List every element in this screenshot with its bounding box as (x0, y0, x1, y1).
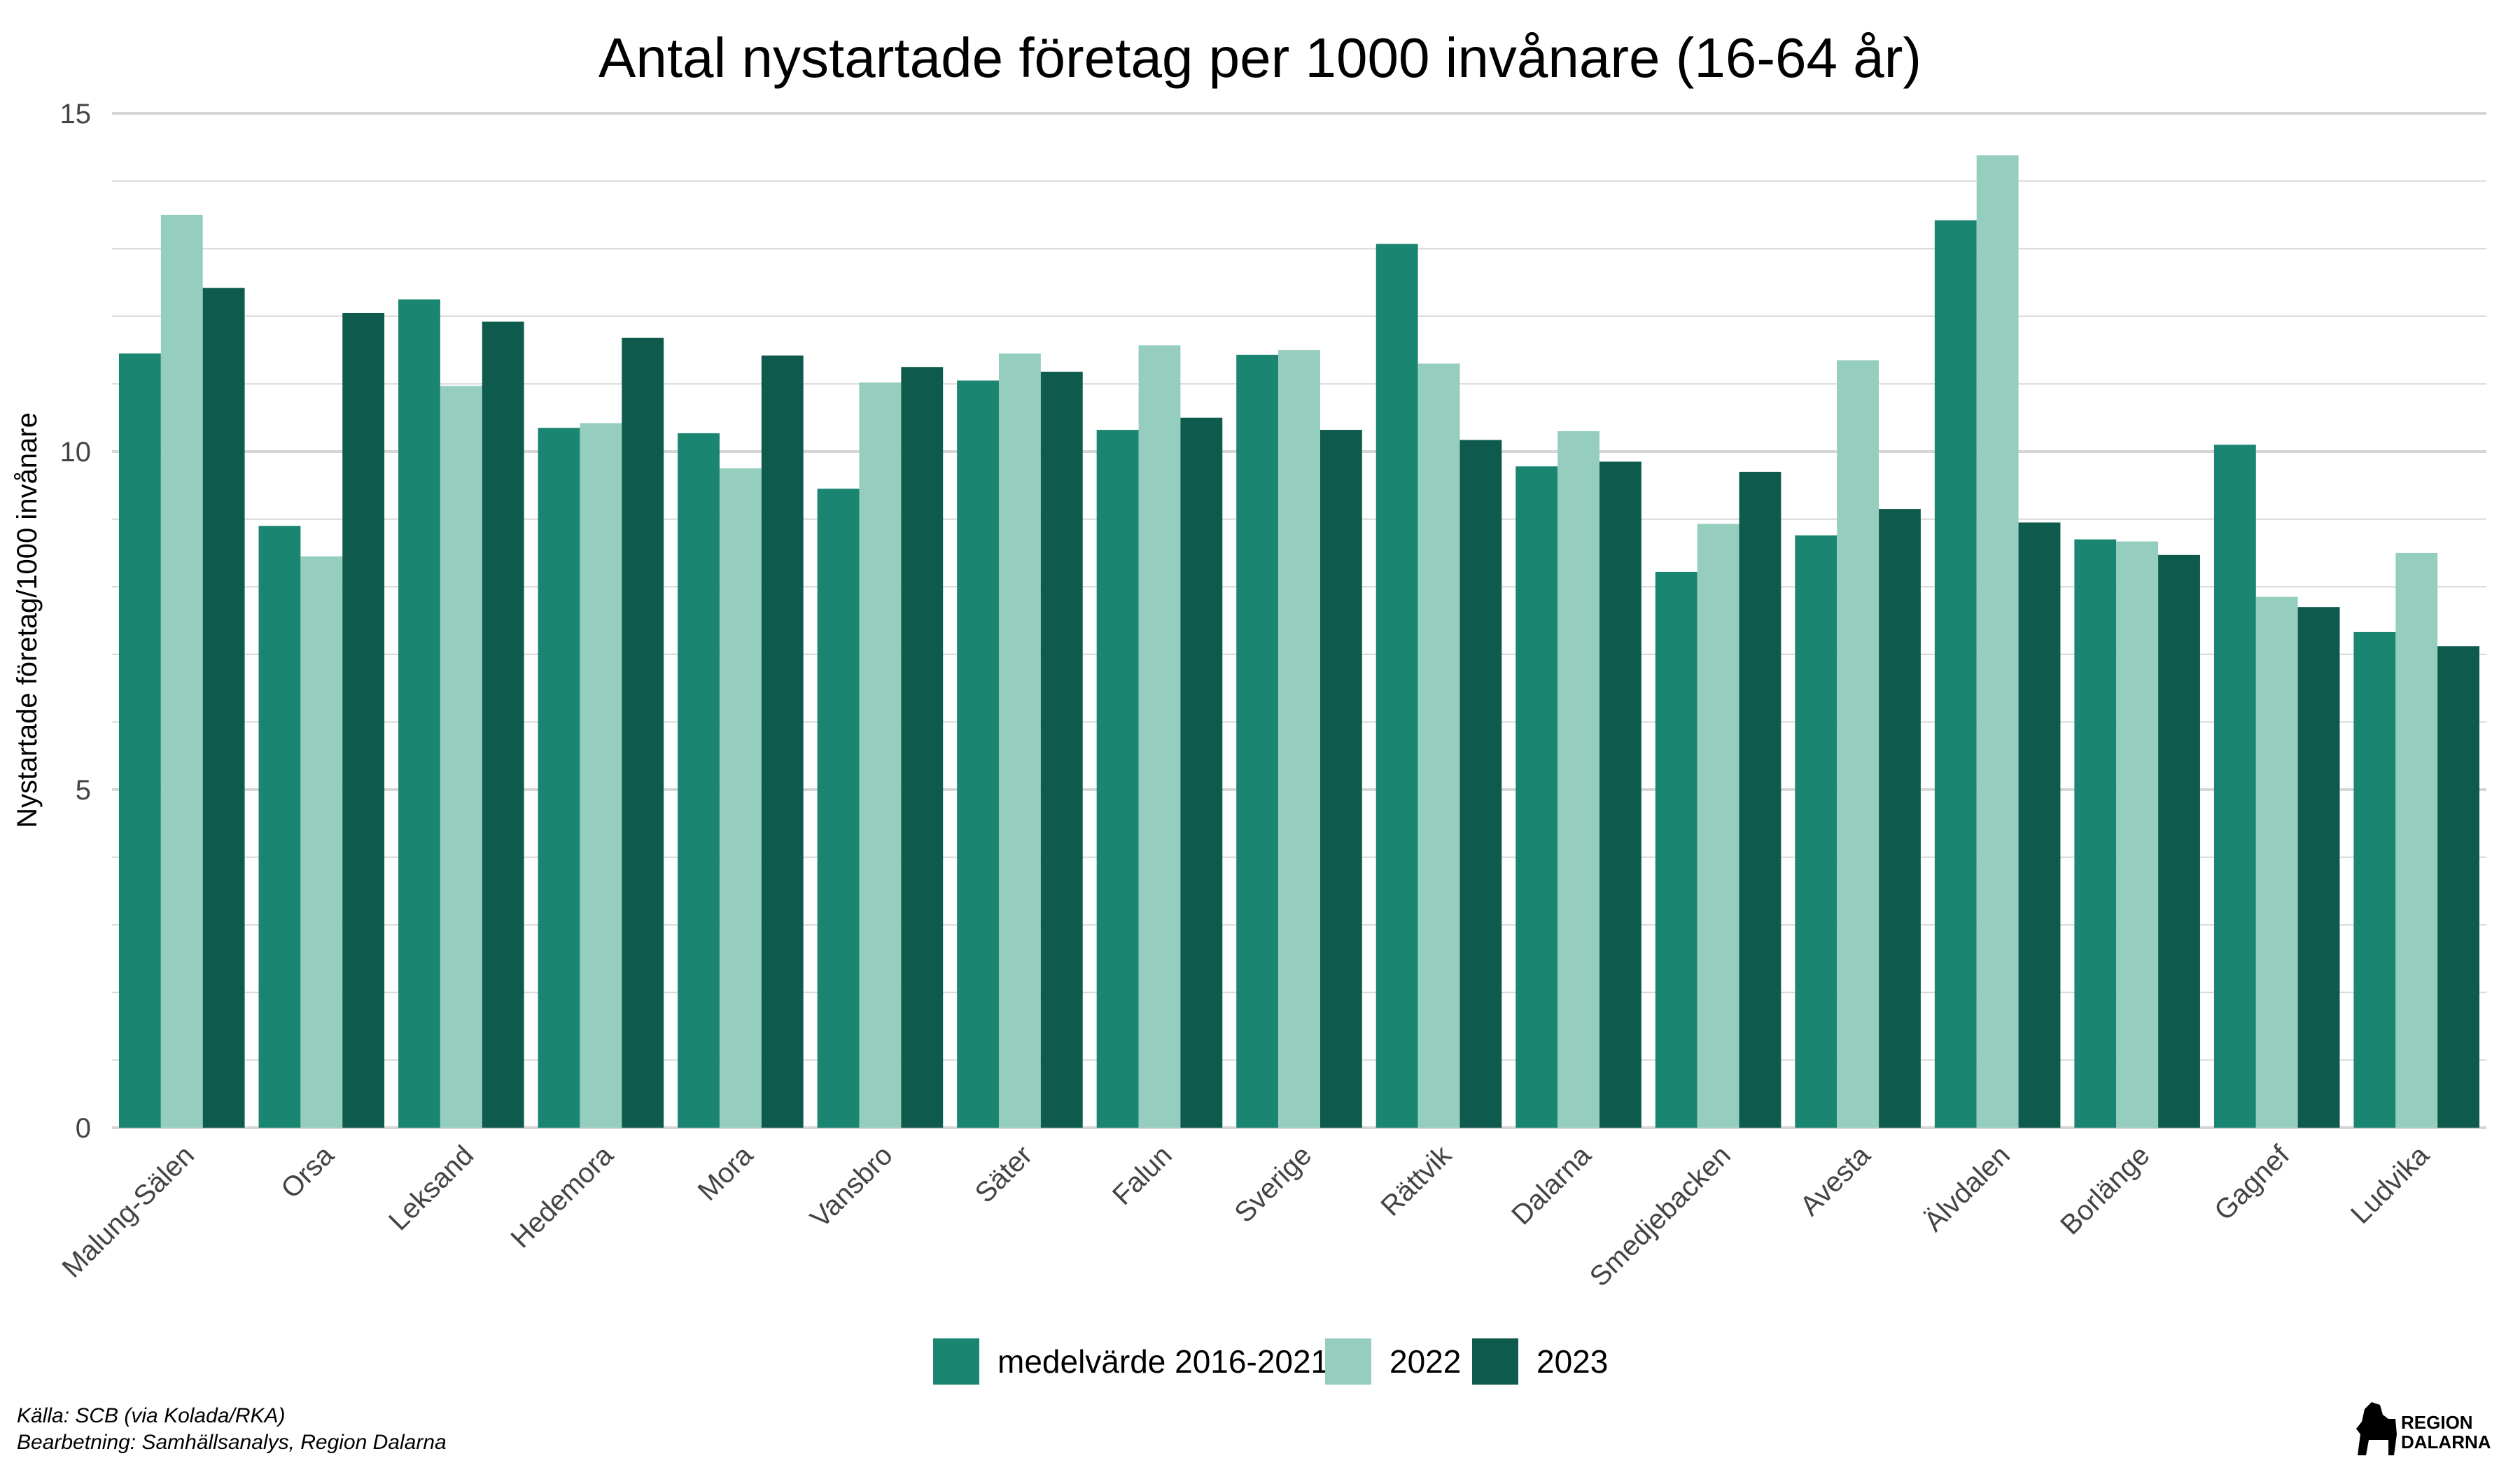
logo-line-1: REGION (2401, 1412, 2473, 1433)
x-tick-label: Leksand (383, 1140, 479, 1236)
bar (440, 386, 482, 1128)
bar (719, 468, 762, 1128)
x-tick-label: Sverige (1228, 1140, 1317, 1228)
bar (622, 337, 664, 1128)
legend-label: medelvärde 2016-2021 (997, 1343, 1329, 1380)
bar (1278, 350, 1320, 1128)
legend-swatch (1325, 1338, 1371, 1385)
y-axis-label: Nystartade företag/1000 invånare (12, 412, 43, 828)
bar (300, 556, 343, 1128)
bar (1096, 430, 1139, 1128)
bar (1516, 466, 1558, 1128)
bar (1460, 440, 1502, 1128)
dala-horse-icon (2356, 1402, 2397, 1455)
x-tick-label: Mora (692, 1140, 760, 1207)
y-tick-label: 10 (60, 437, 92, 468)
processing-text: Bearbetning: Samhällsanalys, Region Dala… (17, 1431, 447, 1454)
bar (1376, 244, 1418, 1128)
y-axis-ticks: 0 5 10 15 (60, 99, 92, 1144)
bars (118, 155, 2480, 1128)
y-tick-label: 0 (76, 1113, 91, 1144)
bar (999, 353, 1041, 1128)
x-tick-label: Dalarna (1506, 1140, 1597, 1231)
legend: medelvärde 2016-2021 2022 2023 (933, 1338, 1608, 1385)
legend-label: 2023 (1536, 1343, 1608, 1380)
x-tick-label: Falun (1107, 1140, 1178, 1211)
bar (1418, 363, 1460, 1128)
source-text: Källa: SCB (via Kolada/RKA) (17, 1404, 286, 1427)
x-tick-label: Smedjebacken (1584, 1140, 1737, 1292)
bar (2353, 631, 2396, 1128)
bar (1558, 431, 1600, 1128)
bar (2395, 552, 2438, 1128)
bar (1040, 372, 1083, 1128)
bar (2116, 541, 2159, 1128)
x-tick-label: Gagnef (2208, 1140, 2296, 1227)
x-tick-label: Malung-Sälen (56, 1140, 200, 1284)
bar (398, 299, 440, 1128)
y-tick-label: 5 (76, 775, 91, 806)
bar (678, 433, 720, 1128)
bar (342, 312, 385, 1128)
bar (1180, 417, 1223, 1128)
logo-line-2: DALARNA (2401, 1432, 2491, 1452)
x-tick-label: Ludvika (2345, 1140, 2435, 1230)
bar (1879, 509, 1921, 1128)
bar (1795, 535, 1837, 1128)
x-axis-ticks: Malung-Sälen Orsa Leksand Hedemora Mora Vansb… (56, 1140, 2435, 1293)
bar (160, 214, 203, 1128)
bar (2255, 596, 2298, 1128)
bar (202, 288, 245, 1128)
x-tick-label: Orsa (275, 1140, 340, 1205)
x-tick-label: Vansbro (804, 1140, 898, 1233)
bar (859, 382, 902, 1128)
bar (1837, 360, 1879, 1128)
x-tick-label: Avesta (1794, 1140, 1877, 1222)
chart-title: Antal nystartade företag per 1000 invåna… (598, 27, 1921, 89)
bar (2213, 444, 2256, 1128)
x-tick-label: Säter (969, 1140, 1039, 1209)
bar (2018, 522, 2061, 1128)
x-tick-label: Rättvik (1375, 1140, 1457, 1222)
region-dalarna-logo: REGION DALARNA (2356, 1402, 2491, 1455)
bar (580, 423, 622, 1128)
bar (118, 353, 161, 1128)
bar (2437, 646, 2480, 1128)
bar (1236, 354, 1279, 1128)
y-tick-label: 15 (60, 99, 92, 130)
legend-swatch (1472, 1338, 1518, 1385)
bar (1697, 524, 1740, 1128)
bar (1655, 571, 1698, 1128)
legend-swatch (933, 1338, 979, 1385)
bar (901, 367, 944, 1128)
x-tick-label: Borlänge (2054, 1140, 2155, 1240)
bar (258, 526, 301, 1128)
bar (538, 428, 580, 1128)
bar (817, 489, 860, 1128)
bar (1320, 430, 1362, 1128)
bar (2158, 554, 2200, 1128)
bar (1976, 155, 2019, 1128)
bar (761, 355, 804, 1128)
legend-label: 2022 (1390, 1343, 1461, 1380)
bar (2297, 607, 2340, 1128)
bar (482, 321, 524, 1128)
x-tick-label: Hedemora (505, 1140, 620, 1254)
bar (1138, 345, 1181, 1128)
bar (1739, 471, 1782, 1128)
bar (957, 380, 1000, 1128)
x-tick-label: Älvdalen (1918, 1140, 2016, 1238)
bar (1934, 220, 1977, 1128)
bar (1599, 461, 1642, 1128)
bar (2074, 539, 2117, 1128)
